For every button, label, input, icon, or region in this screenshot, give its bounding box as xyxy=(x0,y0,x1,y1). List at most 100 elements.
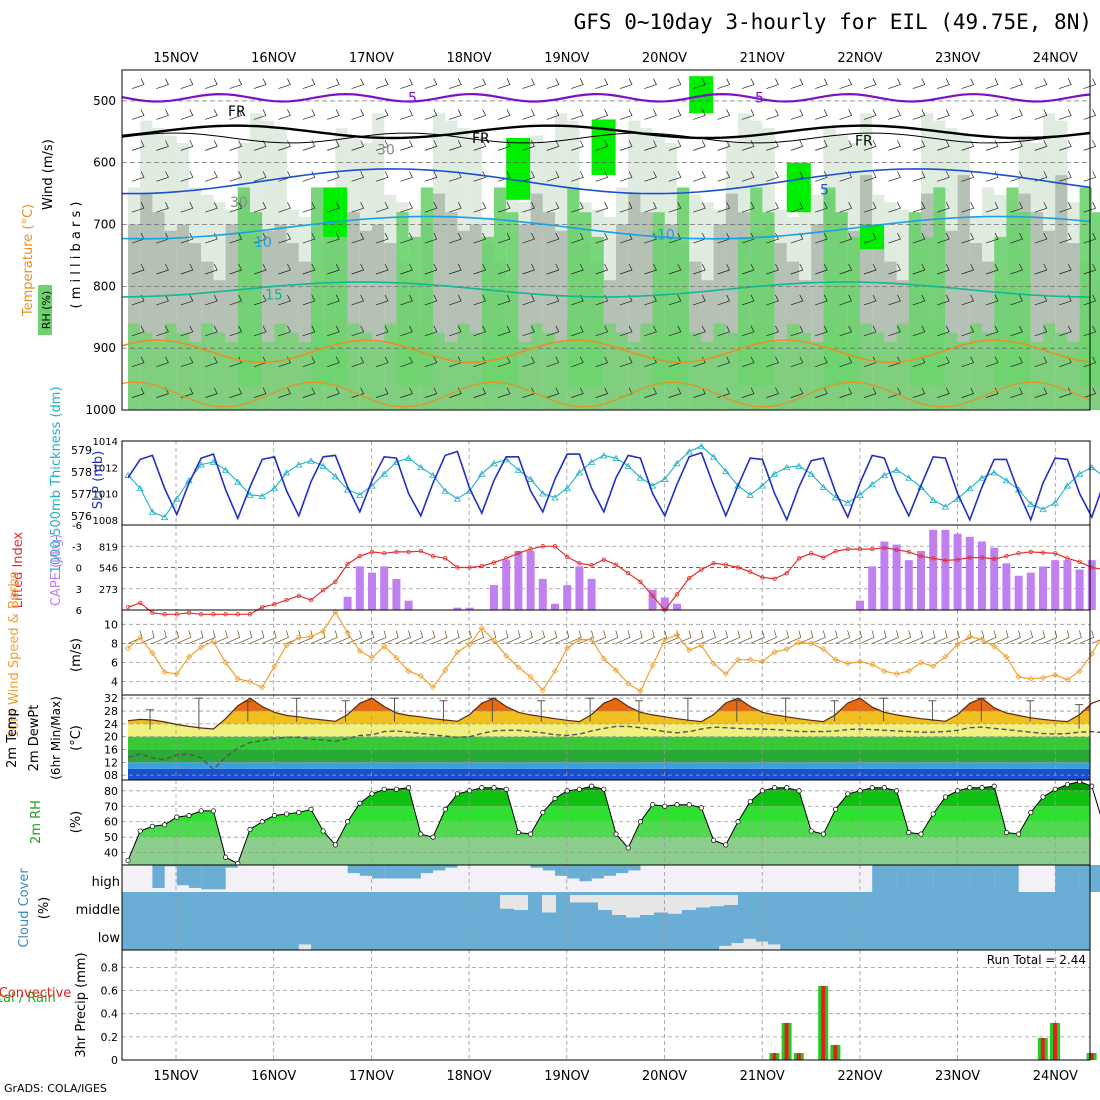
wind-barb xyxy=(449,140,462,151)
lifted-index-marker xyxy=(699,567,704,572)
wind-barb xyxy=(1059,140,1072,151)
wind-barb-10m xyxy=(481,630,497,644)
wind-barb xyxy=(1010,325,1023,337)
wind-barb xyxy=(302,202,316,213)
wind-barb xyxy=(473,294,487,306)
temperature-axis-label: Temperature (°C) xyxy=(21,204,36,317)
cloud-high-bar xyxy=(555,865,568,876)
wind-barb xyxy=(595,263,609,275)
wind-barb xyxy=(619,140,633,151)
wind-speed-marker xyxy=(722,670,729,678)
lifted-index-marker xyxy=(235,612,240,617)
wind-barb xyxy=(131,356,145,368)
wind-barb xyxy=(253,387,267,398)
slp-line xyxy=(127,450,1100,523)
rh-shade-boundary xyxy=(591,342,604,410)
rh-marker xyxy=(711,837,717,843)
wind-barb xyxy=(522,109,535,120)
rh-marker xyxy=(650,802,656,808)
thickness-marker xyxy=(929,496,937,503)
cape-bar xyxy=(514,550,523,610)
wind-tick-label: 4 xyxy=(111,676,118,689)
wind-barb xyxy=(1034,109,1048,120)
wind-barb xyxy=(912,263,926,275)
wind-barb xyxy=(815,263,828,275)
wind-barb xyxy=(571,202,584,213)
pressure-tick-label: 1000 xyxy=(85,403,116,417)
wind-barb xyxy=(1034,232,1048,244)
rh-shade-boundary xyxy=(469,332,482,410)
wind-barb xyxy=(790,294,804,306)
wind-speed-marker xyxy=(161,669,168,676)
wind-barb xyxy=(815,140,828,151)
rh-tick-label: 80 xyxy=(104,785,118,798)
wind-speed-marker xyxy=(832,656,839,663)
wind-barb xyxy=(1059,78,1072,89)
cloud-high-bar xyxy=(396,865,409,879)
wind-barb xyxy=(131,171,145,182)
rh-shade-boundary xyxy=(372,342,385,410)
cape-bar xyxy=(392,578,401,610)
wind-barb-10m xyxy=(249,630,265,644)
wind-barb xyxy=(644,232,657,244)
wind-barb xyxy=(302,325,316,337)
isotherm-label: 5 xyxy=(820,183,829,199)
lifted-index-marker xyxy=(711,561,716,566)
wind-speed-marker xyxy=(1064,676,1071,683)
wind-barb-10m xyxy=(359,630,375,644)
wind-speed-marker xyxy=(259,684,266,691)
lifted-index-marker xyxy=(650,593,655,599)
wind-barb xyxy=(351,171,365,182)
wind-10m-frame xyxy=(121,609,1091,696)
wind-barb-10m xyxy=(920,630,936,644)
cloud-high-bar xyxy=(994,865,1007,892)
rh-shade-boundary xyxy=(664,342,678,410)
thickness-marker xyxy=(526,475,535,482)
wind-barb xyxy=(522,294,535,306)
lifted-index-marker xyxy=(565,554,570,560)
cloud-high-bar xyxy=(1079,865,1092,892)
wind-barb xyxy=(1010,109,1023,120)
lifted-index-marker xyxy=(784,570,789,576)
wind-barb xyxy=(571,356,584,368)
precip-convective-bar xyxy=(821,985,826,1060)
temp-band xyxy=(128,711,1090,724)
date-label-bottom: 18NOV xyxy=(447,1069,492,1084)
rh-marker xyxy=(479,785,485,791)
rh-shade-boundary xyxy=(152,342,165,410)
rh-tick-label: 60 xyxy=(104,816,118,829)
wind-speed-marker xyxy=(539,687,546,694)
date-label-top: 15NOV xyxy=(153,51,198,66)
thickness-axis-label: 1000-500mb Thickness (dm) xyxy=(49,386,64,573)
lifted-index-marker xyxy=(1004,553,1009,559)
wind-barb xyxy=(278,140,291,151)
wind-barb-10m xyxy=(542,630,558,644)
lifted-index-marker xyxy=(137,600,143,606)
wind-barb xyxy=(961,263,975,275)
wind-barb xyxy=(839,294,853,306)
wind-barb xyxy=(741,294,755,306)
wind-barb xyxy=(766,202,779,213)
wind-barb-10m xyxy=(213,630,228,644)
wind-barb xyxy=(156,263,169,275)
wind-barb xyxy=(985,202,999,213)
wind-barb xyxy=(473,263,487,275)
thickness-marker xyxy=(429,471,437,479)
rh-shade-boundary xyxy=(603,323,617,410)
lifted-index-marker xyxy=(504,556,509,561)
rh-shade-boundary xyxy=(445,342,458,410)
wind-barb xyxy=(717,171,731,182)
wind-barb-10m xyxy=(1055,630,1070,644)
cape-bar xyxy=(1002,563,1011,610)
wind-barb xyxy=(863,171,877,182)
thickness-tick-label: 579 xyxy=(71,444,92,457)
lifted-index-marker xyxy=(918,553,924,559)
wind-barb xyxy=(546,232,560,244)
wind-barb xyxy=(302,356,316,368)
wind-barb xyxy=(522,325,535,337)
wind-barb xyxy=(693,325,706,337)
thickness-marker xyxy=(1063,482,1072,489)
wind-barb xyxy=(571,78,584,89)
temp-band xyxy=(128,762,1090,769)
rh-marker xyxy=(686,802,692,808)
